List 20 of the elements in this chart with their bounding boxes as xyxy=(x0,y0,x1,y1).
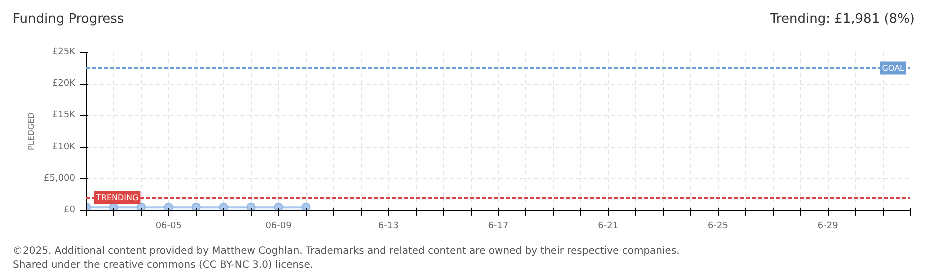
text: Trending: £1,981 (8%) xyxy=(770,11,915,29)
y-tick-label: £20K xyxy=(52,79,77,90)
x-tick-label: 6-25 xyxy=(708,222,728,232)
x-tick-label: 6-29 xyxy=(818,222,839,232)
x-tick-label: 6-21 xyxy=(598,222,619,232)
text: Shared under the creative commons (CC BY-NC 3.0) license. xyxy=(13,260,314,270)
x-tick-label: 6-17 xyxy=(488,222,509,232)
x-tick-label: 06-05 xyxy=(156,222,182,232)
chart-title: Funding Progress xyxy=(13,11,124,29)
ref-line-label: TRENDING xyxy=(96,193,139,202)
y-tick-label: £15K xyxy=(52,110,77,121)
y-tick-label: £0 xyxy=(64,206,76,216)
text: ©2025. Additional content provided by Matthew Coghlan. Trademarks and related content are owned by their respective companies. xyxy=(13,246,680,257)
y-axis-title: PLEDGED xyxy=(27,112,36,150)
y-tick-label: £5,000 xyxy=(44,174,76,184)
ref-line-label: GOAL xyxy=(882,64,906,73)
x-tick-label: 6-13 xyxy=(378,222,399,232)
x-tick-label: 06-09 xyxy=(266,222,292,232)
y-tick-label: £10K xyxy=(52,142,77,152)
y-tick-label: £25K xyxy=(52,48,77,58)
